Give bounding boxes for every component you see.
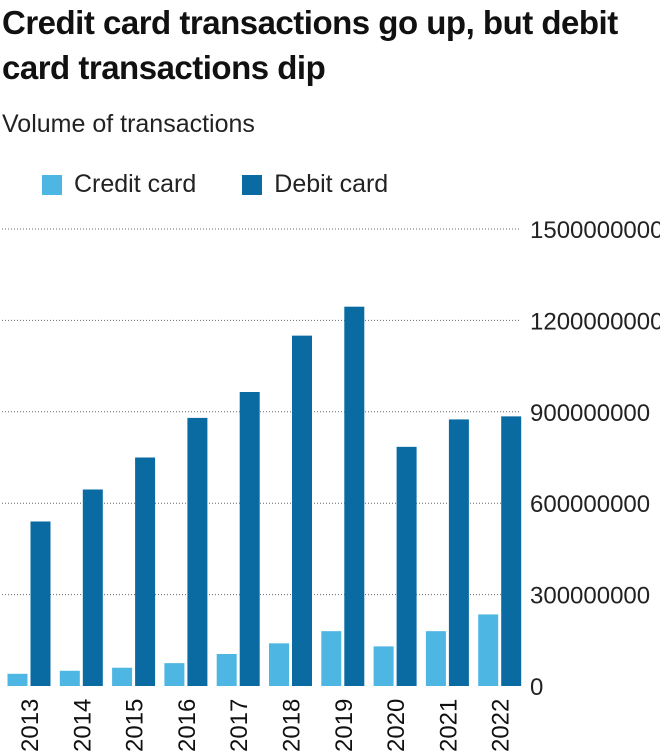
credit-bar <box>164 663 185 686</box>
debit-bar <box>501 416 522 686</box>
legend-label-debit: Debit card <box>274 170 389 198</box>
debit-bar <box>135 457 156 686</box>
legend-item-debit: Debit card <box>242 170 388 199</box>
x-tick-label: 2017 <box>226 699 253 752</box>
debit-bar <box>82 489 103 686</box>
credit-bar <box>216 654 237 686</box>
credit-bar <box>425 631 446 686</box>
legend-swatch-debit <box>242 174 263 195</box>
legend-swatch-credit <box>42 174 62 195</box>
y-tick-label: 600000000 <box>530 491 650 518</box>
debit-bar <box>448 419 469 686</box>
debit-bar <box>292 335 312 686</box>
debit-bar <box>187 417 208 686</box>
x-tick-label: 2019 <box>331 699 358 752</box>
debit-bar <box>239 391 260 686</box>
x-tick-label: 2015 <box>122 699 149 752</box>
legend-item-credit: Credit card <box>42 170 196 199</box>
chart-title: Credit card transactions go up, but debi… <box>2 4 618 86</box>
credit-bar <box>478 614 499 686</box>
debit-bar <box>396 446 417 686</box>
x-tick-label: 2016 <box>174 699 201 752</box>
debit-bar <box>344 306 365 686</box>
legend-label-credit: Credit card <box>74 170 197 198</box>
credit-bar <box>59 670 80 686</box>
credit-bar <box>321 631 342 686</box>
credit-bar <box>269 643 289 686</box>
x-tick-label: 2014 <box>69 699 96 752</box>
debit-bar <box>30 521 51 686</box>
credit-bar <box>373 646 394 686</box>
x-tick-label: 2013 <box>17 699 44 752</box>
y-tick-label: 1200000000 <box>530 308 660 335</box>
x-tick-label: 2020 <box>383 699 410 752</box>
credit-bar <box>112 667 133 686</box>
chart-subtitle: Volume of transactions <box>2 110 255 138</box>
credit-bar <box>7 673 28 686</box>
x-tick-label: 2021 <box>435 699 462 752</box>
y-tick-label: 0 <box>530 674 543 701</box>
x-tick-label: 2018 <box>279 699 306 752</box>
x-tick-label: 2022 <box>488 699 515 752</box>
y-tick-label: 1500000000 <box>530 217 660 244</box>
y-tick-label: 900000000 <box>530 400 650 427</box>
chart-legend: Credit card Debit card <box>42 170 434 199</box>
y-tick-label: 300000000 <box>530 583 650 610</box>
